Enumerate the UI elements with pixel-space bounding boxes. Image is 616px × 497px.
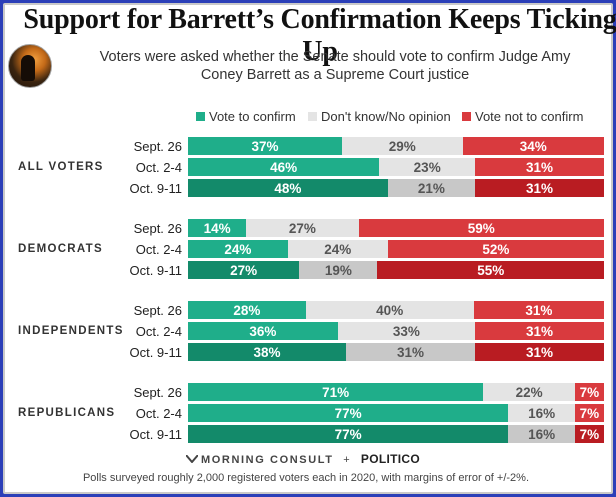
bar-confirm: 38%	[188, 343, 347, 361]
legend-item: Vote to confirm	[196, 108, 296, 124]
bar-unsure: 27%	[246, 219, 359, 237]
legend-label: Don't know/No opinion	[321, 108, 451, 124]
row-label: Oct. 2-4	[135, 324, 182, 339]
bar-oppose: 31%	[475, 179, 604, 197]
bar-confirm: 46%	[188, 158, 380, 176]
row-label: Sept. 26	[133, 221, 182, 236]
bar-unsure: 29%	[341, 137, 463, 155]
bar-confirm: 27%	[188, 261, 300, 279]
bar-oppose: 52%	[387, 240, 604, 258]
group-label: REPUBLICANS	[18, 407, 116, 419]
bar-unsure: 23%	[379, 158, 476, 176]
group-label: INDEPENDENTS	[18, 325, 124, 337]
bar-oppose: 31%	[475, 343, 604, 361]
bar-confirm: 77%	[188, 404, 509, 422]
bar-confirm: 14%	[188, 219, 247, 237]
bar-oppose: 7%	[574, 383, 604, 401]
bar-oppose: 31%	[473, 301, 604, 319]
bar-unsure: 24%	[287, 240, 388, 258]
bar-unsure: 40%	[305, 301, 474, 319]
row-label: Oct. 9-11	[129, 263, 182, 278]
bar-confirm: 36%	[188, 322, 338, 340]
bar-oppose: 31%	[475, 322, 604, 340]
source-logo: MORNING CONSULT + POLITICO	[185, 452, 420, 466]
bar-oppose: 7%	[574, 404, 604, 422]
legend-label: Vote to confirm	[209, 108, 296, 124]
bar-unsure: 31%	[346, 343, 476, 361]
row-label: Sept. 26	[133, 385, 182, 400]
bar-unsure: 19%	[299, 261, 378, 279]
bar-unsure: 16%	[508, 425, 575, 443]
bar-confirm: 28%	[188, 301, 306, 319]
bar-confirm: 24%	[188, 240, 288, 258]
morning-consult-icon	[185, 454, 199, 464]
bar-unsure: 33%	[337, 322, 476, 340]
row-label: Sept. 26	[133, 139, 182, 154]
legend-swatch	[196, 111, 205, 121]
row-label: Sept. 26	[133, 303, 182, 318]
bar-oppose: 31%	[475, 158, 604, 176]
bar-unsure: 16%	[508, 404, 575, 422]
bar-unsure: 21%	[387, 179, 476, 197]
legend-item: Don't know/No opinion	[308, 108, 451, 124]
row-label: Oct. 9-11	[129, 181, 182, 196]
source-logo-text: MORNING CONSULT	[201, 454, 334, 466]
legend-swatch	[308, 111, 317, 121]
group-label: ALL VOTERS	[18, 161, 104, 173]
legend-item: Vote not to confirm	[462, 108, 584, 124]
source-plus: +	[343, 454, 352, 466]
row-label: Oct. 9-11	[129, 345, 182, 360]
legend-swatch	[462, 111, 471, 121]
chart-subtitle: Voters were asked whether the Senate sho…	[99, 49, 571, 83]
avatar	[8, 44, 52, 88]
chart-title: Support for Barrett’s Confirmation Keeps…	[23, 4, 616, 67]
footnote: Polls surveyed roughly 2,000 registered …	[82, 472, 530, 484]
row-label: Oct. 9-11	[129, 427, 182, 442]
group-label: DEMOCRATS	[18, 243, 103, 255]
row-label: Oct. 2-4	[135, 242, 182, 257]
avatar-figure	[21, 55, 35, 81]
bar-oppose: 34%	[462, 137, 604, 155]
legend-label: Vote not to confirm	[475, 108, 584, 124]
row-label: Oct. 2-4	[135, 160, 182, 175]
bar-confirm: 77%	[188, 425, 509, 443]
row-label: Oct. 2-4	[135, 406, 182, 421]
bar-oppose: 55%	[377, 261, 604, 279]
bar-oppose: 59%	[358, 219, 604, 237]
source-partner: POLITICO	[360, 452, 420, 466]
bar-confirm: 71%	[188, 383, 484, 401]
bar-confirm: 37%	[188, 137, 342, 155]
bar-oppose: 7%	[574, 425, 604, 443]
bar-confirm: 48%	[188, 179, 388, 197]
bar-unsure: 22%	[483, 383, 575, 401]
